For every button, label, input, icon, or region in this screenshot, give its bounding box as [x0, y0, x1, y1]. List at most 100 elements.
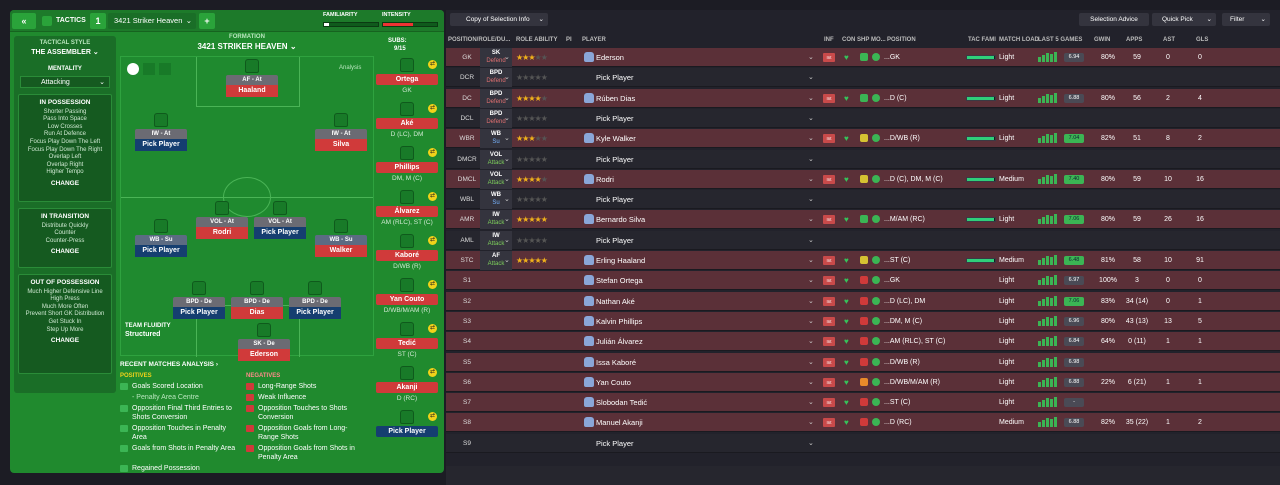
chevron-down-icon[interactable]: ⌄: [808, 135, 814, 143]
row-player-name[interactable]: Ederson: [596, 53, 624, 62]
header-ast[interactable]: AST: [1163, 37, 1175, 43]
chevron-down-icon[interactable]: ⌄: [808, 216, 814, 224]
pitch-player-role[interactable]: WB - Su: [135, 235, 187, 245]
swap-icon[interactable]: ⇄: [428, 280, 437, 289]
pitch-player[interactable]: BPD - De Pick Player: [289, 297, 341, 323]
selection-advice-button[interactable]: Selection Advice: [1079, 13, 1149, 26]
table-row[interactable]: STC AF Attack ⌄ ★★★★★ Int ♥ Erling Haaland ⌄ ...S…: [446, 251, 1280, 270]
table-row[interactable]: S6 Int ♥ Yan Couto ⌄ ...D/WB/M/AM (R) Light 6.8…: [446, 372, 1280, 392]
header-gwin[interactable]: GWIN: [1094, 37, 1111, 43]
row-player-name[interactable]: Kalvin Phillips: [596, 316, 643, 326]
header-mo[interactable]: MO...: [871, 37, 886, 43]
row-role[interactable]: BPD Defend: [480, 68, 512, 88]
pitch-player-name[interactable]: Walker: [315, 245, 367, 257]
sub-player-name[interactable]: Kaboré: [376, 250, 438, 261]
sub-player[interactable]: Tedić ST (C): [376, 338, 438, 358]
chevron-down-icon[interactable]: ⌄: [504, 155, 510, 163]
header-inf[interactable]: INF: [824, 37, 834, 43]
pitch-player-name[interactable]: Pick Player: [173, 307, 225, 319]
filter-button[interactable]: Filter ⌄: [1222, 13, 1270, 26]
in-transition-change-button[interactable]: CHANGE: [50, 248, 80, 256]
chevron-down-icon[interactable]: ⌄: [808, 155, 814, 163]
tactic-select[interactable]: 3421 Striker Heaven ⌄: [108, 13, 196, 29]
in-possession-box[interactable]: IN POSSESSION Shorter Passing Pass Into S…: [18, 94, 112, 202]
table-row[interactable]: DMCL VOL Attack ⌄ ★★★★★ Int ♥ Rodri ⌄ ...D (C), D…: [446, 169, 1280, 189]
row-player-name[interactable]: Kyle Walker: [596, 134, 636, 144]
analysis-button[interactable]: Analysis: [339, 65, 362, 71]
out-possession-box[interactable]: OUT OF POSSESSION Much Higher Defensive …: [18, 274, 112, 374]
pitch-player[interactable]: VOL - At Pick Player: [254, 217, 306, 243]
sub-player-name[interactable]: Tedić: [376, 338, 438, 349]
pitch-player[interactable]: WB - Su Pick Player: [135, 235, 187, 261]
pitch-player-name[interactable]: Rodri: [196, 227, 248, 239]
chevron-down-icon[interactable]: ⌄: [808, 419, 814, 427]
row-role[interactable]: VOL Attack: [480, 169, 512, 189]
row-role[interactable]: IW Attack: [480, 210, 512, 230]
swap-icon[interactable]: ⇄: [428, 60, 437, 69]
row-role[interactable]: BPD Defend: [480, 108, 512, 128]
chevron-down-icon[interactable]: ⌄: [808, 378, 814, 386]
sub-player[interactable]: Aké D (LC), DM: [376, 118, 438, 138]
row-player-name[interactable]: Stefan Ortega: [596, 276, 643, 286]
row-role[interactable]: SK Defend: [480, 48, 512, 67]
sub-player-name[interactable]: Pick Player: [376, 426, 438, 437]
pitch-player[interactable]: IW - At Pick Player: [135, 129, 187, 155]
sub-player[interactable]: Ortega GK: [376, 74, 438, 94]
pitch-player-role[interactable]: IW - At: [135, 129, 187, 139]
header-position[interactable]: POSITION: [887, 37, 916, 43]
sub-player[interactable]: Kaboré D/WB (R): [376, 250, 438, 270]
pitch-player-role[interactable]: BPD - De: [231, 297, 283, 307]
sub-player[interactable]: Álvarez AM (RLC), ST (C): [376, 206, 438, 226]
table-row[interactable]: S8 Int ♥ Manuel Akanji ⌄ ...D (RC) Medium 6.88 8…: [446, 413, 1280, 433]
table-row[interactable]: S1 Int ♥ Stefan Ortega ⌄ ...GK Light 6.97 100% 3 0…: [446, 271, 1280, 291]
sub-player-name[interactable]: Álvarez: [376, 206, 438, 217]
table-row[interactable]: DMCR VOL Attack ⌄ ★★★★★ Pick Player ⌄: [446, 149, 1280, 169]
swap-icon[interactable]: ⇄: [428, 148, 437, 157]
sub-player[interactable]: Akanji D (RC): [376, 382, 438, 402]
chevron-down-icon[interactable]: ⌄: [808, 54, 814, 61]
back-button[interactable]: «: [12, 13, 36, 29]
sub-player[interactable]: Yan Couto D/WB/M/AM (R): [376, 294, 438, 314]
row-player-name[interactable]: Erling Haaland: [596, 256, 646, 265]
table-row[interactable]: [446, 466, 1280, 485]
header-last-5[interactable]: LAST 5 GAMES: [1038, 37, 1083, 43]
table-row[interactable]: WBL WB Su ⌄ ★★★★★ Pick Player ⌄: [446, 190, 1280, 210]
chevron-down-icon[interactable]: ⌄: [504, 175, 510, 183]
pitch-player-name[interactable]: Pick Player: [289, 307, 341, 319]
table-row[interactable]: DCR BPD Defend ⌄ ★★★★★ Pick Player ⌄: [446, 68, 1280, 88]
row-player-name[interactable]: Rodri: [596, 174, 614, 184]
mentality-select[interactable]: Attacking ⌄: [20, 76, 110, 88]
row-role[interactable]: IW Attack: [480, 230, 512, 250]
in-transition-box[interactable]: IN TRANSITION Distribute Quickly Counter C…: [18, 208, 112, 268]
chevron-down-icon[interactable]: ⌄: [504, 54, 510, 61]
header-player[interactable]: PLAYER: [582, 37, 606, 43]
header-tac-fami[interactable]: TAC FAMI: [968, 37, 996, 43]
formation-select[interactable]: 3421 STRIKER HEAVEN ⌄: [120, 42, 374, 51]
pitch-player-role[interactable]: SK - De: [238, 339, 290, 349]
row-player-name[interactable]: Pick Player: [596, 235, 634, 245]
row-player-name[interactable]: Pick Player: [596, 113, 634, 123]
tactic-slot[interactable]: 1: [90, 13, 106, 29]
table-row[interactable]: AML IW Attack ⌄ ★★★★★ Pick Player ⌄: [446, 230, 1280, 250]
pitch-player-name[interactable]: Silva: [315, 139, 367, 151]
row-player-name[interactable]: Pick Player: [596, 73, 634, 83]
table-row[interactable]: AMR IW Attack ⌄ ★★★★★ Int ♥ Bernardo Silva ⌄ ...M…: [446, 210, 1280, 230]
row-role[interactable]: WB Su: [480, 129, 512, 149]
chart-icon[interactable]: [143, 63, 155, 75]
chevron-down-icon[interactable]: ⌄: [808, 175, 814, 183]
pitch-player-name[interactable]: Pick Player: [135, 139, 187, 151]
pitch-player-role[interactable]: VOL - At: [254, 217, 306, 227]
header-pi[interactable]: PI: [566, 37, 572, 43]
chevron-down-icon[interactable]: ⌄: [808, 297, 814, 305]
table-row[interactable]: S3 Int ♥ Kalvin Phillips ⌄ ...DM, M (C) Light 6…: [446, 311, 1280, 331]
pitch-player-role[interactable]: VOL - At: [196, 217, 248, 227]
quick-pick-button[interactable]: Quick Pick ⌄: [1152, 13, 1216, 26]
pitch-player-name[interactable]: Haaland: [226, 85, 278, 97]
style-name[interactable]: THE ASSEMBLER ⌄: [14, 48, 116, 56]
row-role[interactable]: AF Attack: [480, 251, 512, 270]
chevron-down-icon[interactable]: ⌄: [504, 216, 510, 224]
row-player-name[interactable]: Pick Player: [596, 195, 634, 205]
row-role[interactable]: WB Su: [480, 190, 512, 210]
chevron-down-icon[interactable]: ⌄: [808, 257, 814, 264]
pitch-player[interactable]: AF - At Haaland: [226, 75, 278, 101]
